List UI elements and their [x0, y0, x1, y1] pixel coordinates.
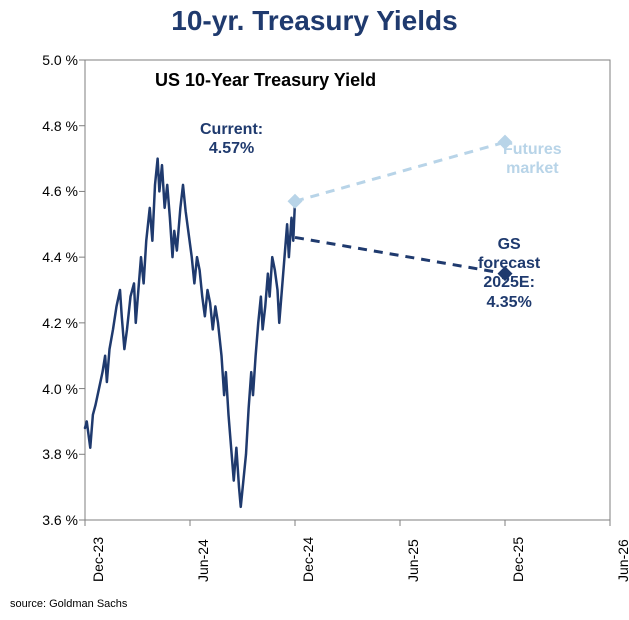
y-tick-label: 3.8 %	[23, 446, 78, 462]
annotation-gs-forecast: GSforecast2025E:4.35%	[478, 235, 540, 312]
y-tick-label: 3.6 %	[23, 512, 78, 528]
x-tick-label: Jun-25	[405, 539, 421, 582]
y-tick-label: 4.4 %	[23, 249, 78, 265]
x-tick-label: Dec-23	[90, 537, 106, 582]
y-tick-label: 5.0 %	[23, 52, 78, 68]
source-attribution: source: Goldman Sachs	[10, 598, 127, 610]
annotation-futures-market: Futuresmarket	[503, 140, 562, 178]
x-tick-label: Dec-24	[300, 537, 316, 582]
annotation-current: Current:4.57%	[200, 120, 263, 158]
y-tick-label: 4.0 %	[23, 381, 78, 397]
x-tick-label: Jun-24	[195, 539, 211, 582]
y-tick-label: 4.6 %	[23, 183, 78, 199]
y-tick-label: 4.8 %	[23, 118, 78, 134]
x-tick-label: Dec-25	[510, 537, 526, 582]
y-tick-label: 4.2 %	[23, 315, 78, 331]
x-tick-label: Jun-26	[615, 539, 629, 582]
